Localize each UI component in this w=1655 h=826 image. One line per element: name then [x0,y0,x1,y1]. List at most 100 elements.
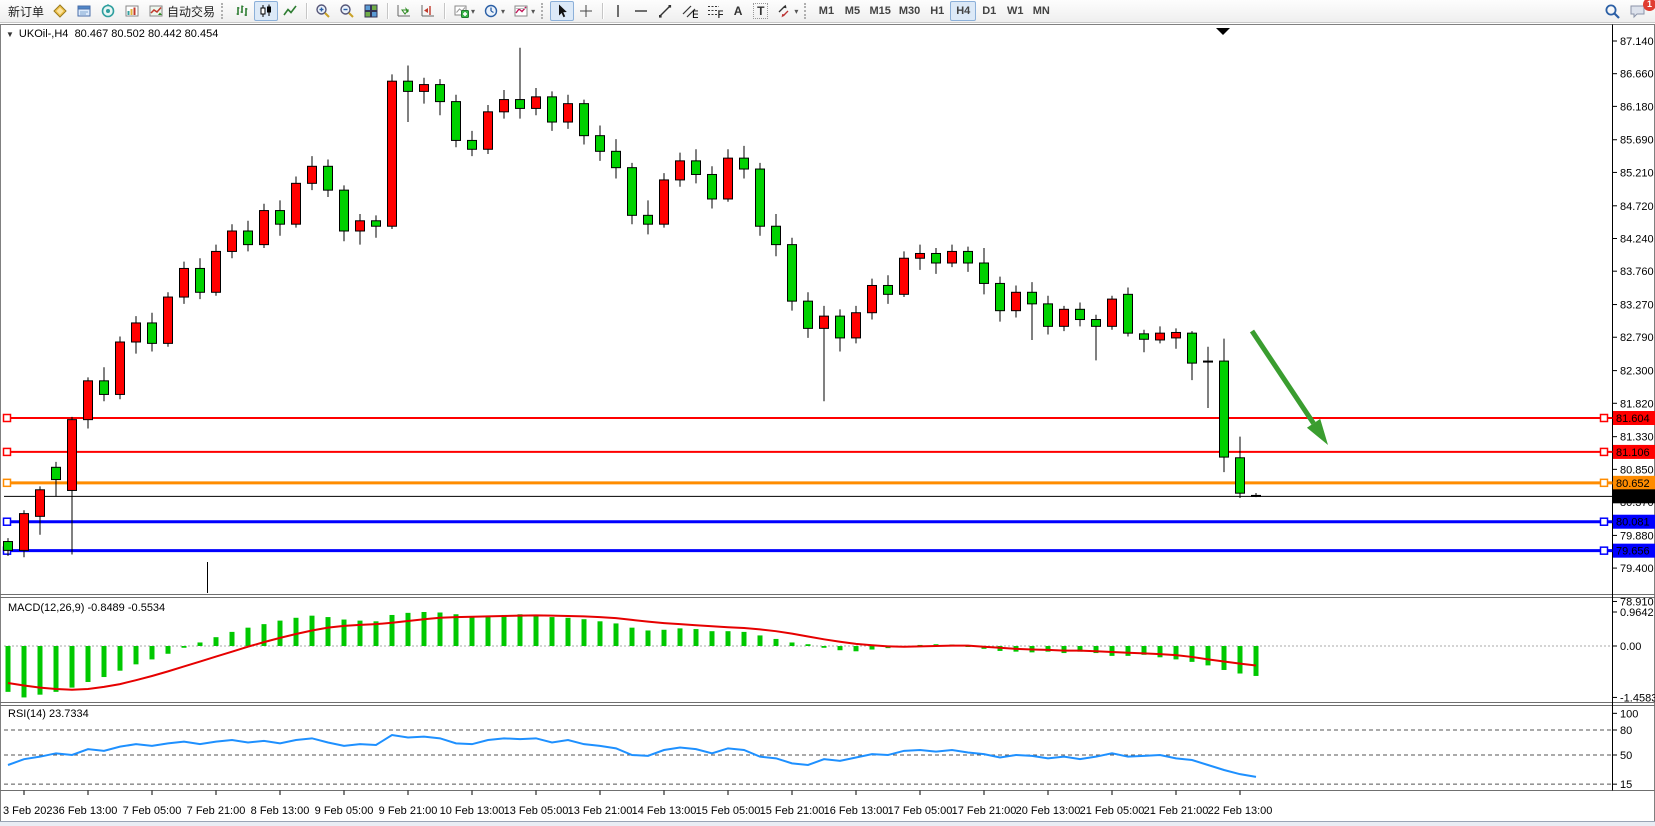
timeframe-m5-button[interactable]: M5 [844,5,861,17]
candles [3,47,1261,558]
text-label-tool-button[interactable]: T [749,1,772,21]
timeframe-w1-button[interactable]: W1 [1007,5,1024,17]
bar-chart-icon [236,5,248,16]
trendline-tool-button[interactable] [653,1,677,21]
horizontal-line-tool-button[interactable] [629,1,653,21]
svg-text:81.330: 81.330 [1620,432,1654,444]
arrow-annotation[interactable] [1249,329,1328,445]
chart-candlestick-button[interactable] [254,1,279,21]
navigator-button[interactable] [96,1,120,21]
toolbar-separator [444,3,446,19]
timeframe-d1-button[interactable]: D1 [982,5,997,17]
indicators-button[interactable] [449,1,479,21]
timeframe-m15-button[interactable]: M15 [869,5,891,17]
text-tool-button[interactable]: A [727,1,749,21]
svg-text:84.240: 84.240 [1620,233,1654,245]
timeframe-m30-button[interactable]: M30 [898,5,921,17]
equidistant-channel-icon: E [682,5,698,19]
vertical-line-tool-button[interactable] [607,1,629,21]
terminal-icon [125,5,139,17]
horizontal-line-objects[interactable] [2,413,1613,555]
time-axis[interactable]: 3 Feb 2023 6 Feb 13:00 7 Feb 05:00 7 Feb 21… [3,790,1272,818]
timeframe-m1-button[interactable]: M1 [818,5,835,17]
svg-text:21 Feb 21:00: 21 Feb 21:00 [1144,805,1209,817]
search-button[interactable] [1600,1,1625,21]
chart-shift-button[interactable] [416,1,440,21]
svg-text:7 Feb 21:00: 7 Feb 21:00 [187,805,246,817]
chart-shift-icon [421,5,435,17]
templates-button[interactable] [509,1,539,21]
auto-scroll-icon [397,5,411,17]
data-window-button[interactable] [72,1,96,21]
toolbar: 新订单 自动交易 [0,0,1655,23]
svg-text:8 Feb 13:00: 8 Feb 13:00 [251,805,310,817]
timeframe-h4-button[interactable]: H4 [950,1,977,21]
chart-bar-button[interactable] [230,1,254,21]
timeframe-mn-button[interactable]: MN [1032,5,1050,17]
svg-text:16 Feb 13:00: 16 Feb 13:00 [824,805,889,817]
terminal-button[interactable] [120,1,144,21]
auto-scroll-button[interactable] [392,1,416,21]
zoom-out-button[interactable] [335,1,359,21]
svg-text:86.660: 86.660 [1620,69,1654,81]
price-axis[interactable]: 87.140 86.660 86.180 85.690 85.210 84.720 84.2… [1612,36,1654,608]
svg-text:21 Feb 05:00: 21 Feb 05:00 [1080,805,1145,817]
cursor-button[interactable] [550,1,575,21]
rsi-line [7,733,1257,778]
svg-text:10 Feb 13:00: 10 Feb 13:00 [440,805,505,817]
svg-text:15: 15 [1620,779,1632,791]
svg-text:80.454: 80.454 [1616,491,1650,503]
auto-trading-button[interactable]: 自动交易 [144,1,219,21]
svg-text:84.720: 84.720 [1620,201,1654,213]
svg-text:15 Feb 21:00: 15 Feb 21:00 [760,805,825,817]
svg-text:15 Feb 05:00: 15 Feb 05:00 [696,805,761,817]
template-icon [514,5,528,17]
navigator-icon [101,4,115,18]
svg-text:79.880: 79.880 [1620,530,1654,542]
channel-tool-button[interactable]: E [677,1,702,21]
cursor-arrow-icon [559,4,567,18]
arrows-tool-button[interactable] [772,1,802,21]
svg-text:50: 50 [1620,750,1632,762]
price-label-box: 79.656 [1613,543,1655,558]
toolbar-separator [602,3,604,19]
market-watch-button[interactable] [48,1,72,21]
svg-text:85.210: 85.210 [1620,167,1654,179]
svg-text:79.400: 79.400 [1620,563,1654,575]
clock-icon [484,4,498,18]
fibonacci-tool-button[interactable]: F [702,1,727,21]
svg-text:78.910: 78.910 [1620,596,1654,608]
candlestick-chart-icon [260,4,272,17]
notifications-button[interactable]: 1 [1625,0,1655,21]
chart-shift-marker[interactable] [1216,28,1230,35]
svg-text:82.790: 82.790 [1620,332,1654,344]
data-window-icon [77,5,91,17]
svg-text:83.760: 83.760 [1620,266,1654,278]
zoom-out-icon [340,4,354,18]
svg-text:17 Feb 21:00: 17 Feb 21:00 [952,805,1017,817]
macd-panel[interactable]: 0.9642 0.00 -1.4583 [4,607,1655,704]
svg-text:3 Feb 2023: 3 Feb 2023 [3,805,59,817]
svg-text:80.652: 80.652 [1616,478,1650,490]
svg-text:86.180: 86.180 [1620,101,1654,113]
zoom-in-button[interactable] [311,1,335,21]
crosshair-button[interactable] [574,1,598,21]
vertical-line-icon [617,5,619,17]
new-order-button[interactable]: 新订单 [4,1,48,21]
toolbar-grip [221,3,226,19]
periods-button[interactable] [479,1,509,21]
svg-text:-1.4583: -1.4583 [1620,692,1655,704]
rsi-panel[interactable]: 100 80 50 15 [4,708,1638,791]
macd-series [5,611,1259,698]
line-chart-icon [283,5,297,16]
timeframe-h1-button[interactable]: H1 [930,5,945,17]
svg-text:E: E [692,9,698,19]
chart-line-button[interactable] [278,1,302,21]
search-icon [1605,4,1620,19]
svg-text:80.850: 80.850 [1620,464,1654,476]
tile-windows-button[interactable] [359,1,383,21]
auto-trading-icon [149,5,163,17]
svg-text:13 Feb 05:00: 13 Feb 05:00 [504,805,569,817]
